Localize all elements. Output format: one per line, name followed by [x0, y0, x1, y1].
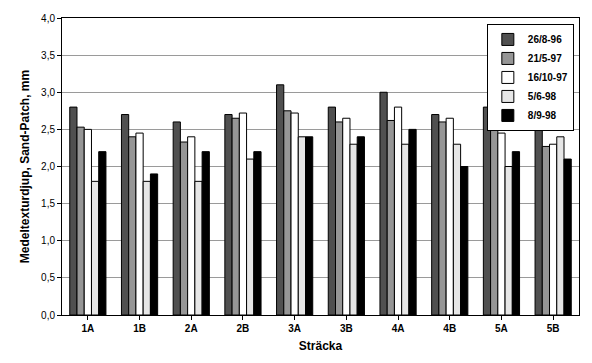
svg-text:5B: 5B [547, 323, 560, 334]
svg-text:2,0: 2,0 [41, 161, 55, 172]
svg-text:1B: 1B [133, 323, 146, 334]
svg-text:26/8-96: 26/8-96 [528, 34, 562, 45]
svg-text:5/6-98: 5/6-98 [528, 91, 557, 102]
svg-text:21/5-97: 21/5-97 [528, 53, 562, 64]
svg-text:4B: 4B [443, 323, 456, 334]
svg-text:16/10-97: 16/10-97 [528, 72, 568, 83]
svg-text:1,0: 1,0 [41, 235, 55, 246]
svg-text:3A: 3A [288, 323, 301, 334]
svg-text:0,5: 0,5 [41, 272, 55, 283]
svg-text:Sträcka: Sträcka [299, 339, 343, 353]
svg-text:1A: 1A [81, 323, 94, 334]
svg-text:2,5: 2,5 [41, 124, 55, 135]
svg-text:2A: 2A [185, 323, 198, 334]
svg-text:1,5: 1,5 [41, 198, 55, 209]
svg-text:3,5: 3,5 [41, 50, 55, 61]
svg-text:4A: 4A [392, 323, 405, 334]
svg-text:0,0: 0,0 [41, 310, 55, 321]
svg-text:5A: 5A [495, 323, 508, 334]
svg-text:8/9-98: 8/9-98 [528, 110, 557, 121]
svg-text:2B: 2B [237, 323, 250, 334]
svg-text:4,0: 4,0 [41, 13, 55, 24]
svg-text:3,0: 3,0 [41, 87, 55, 98]
svg-text:Medeltexturdjup, Sand-Patch, m: Medeltexturdjup, Sand-Patch, mm [18, 70, 32, 263]
svg-text:3B: 3B [340, 323, 353, 334]
